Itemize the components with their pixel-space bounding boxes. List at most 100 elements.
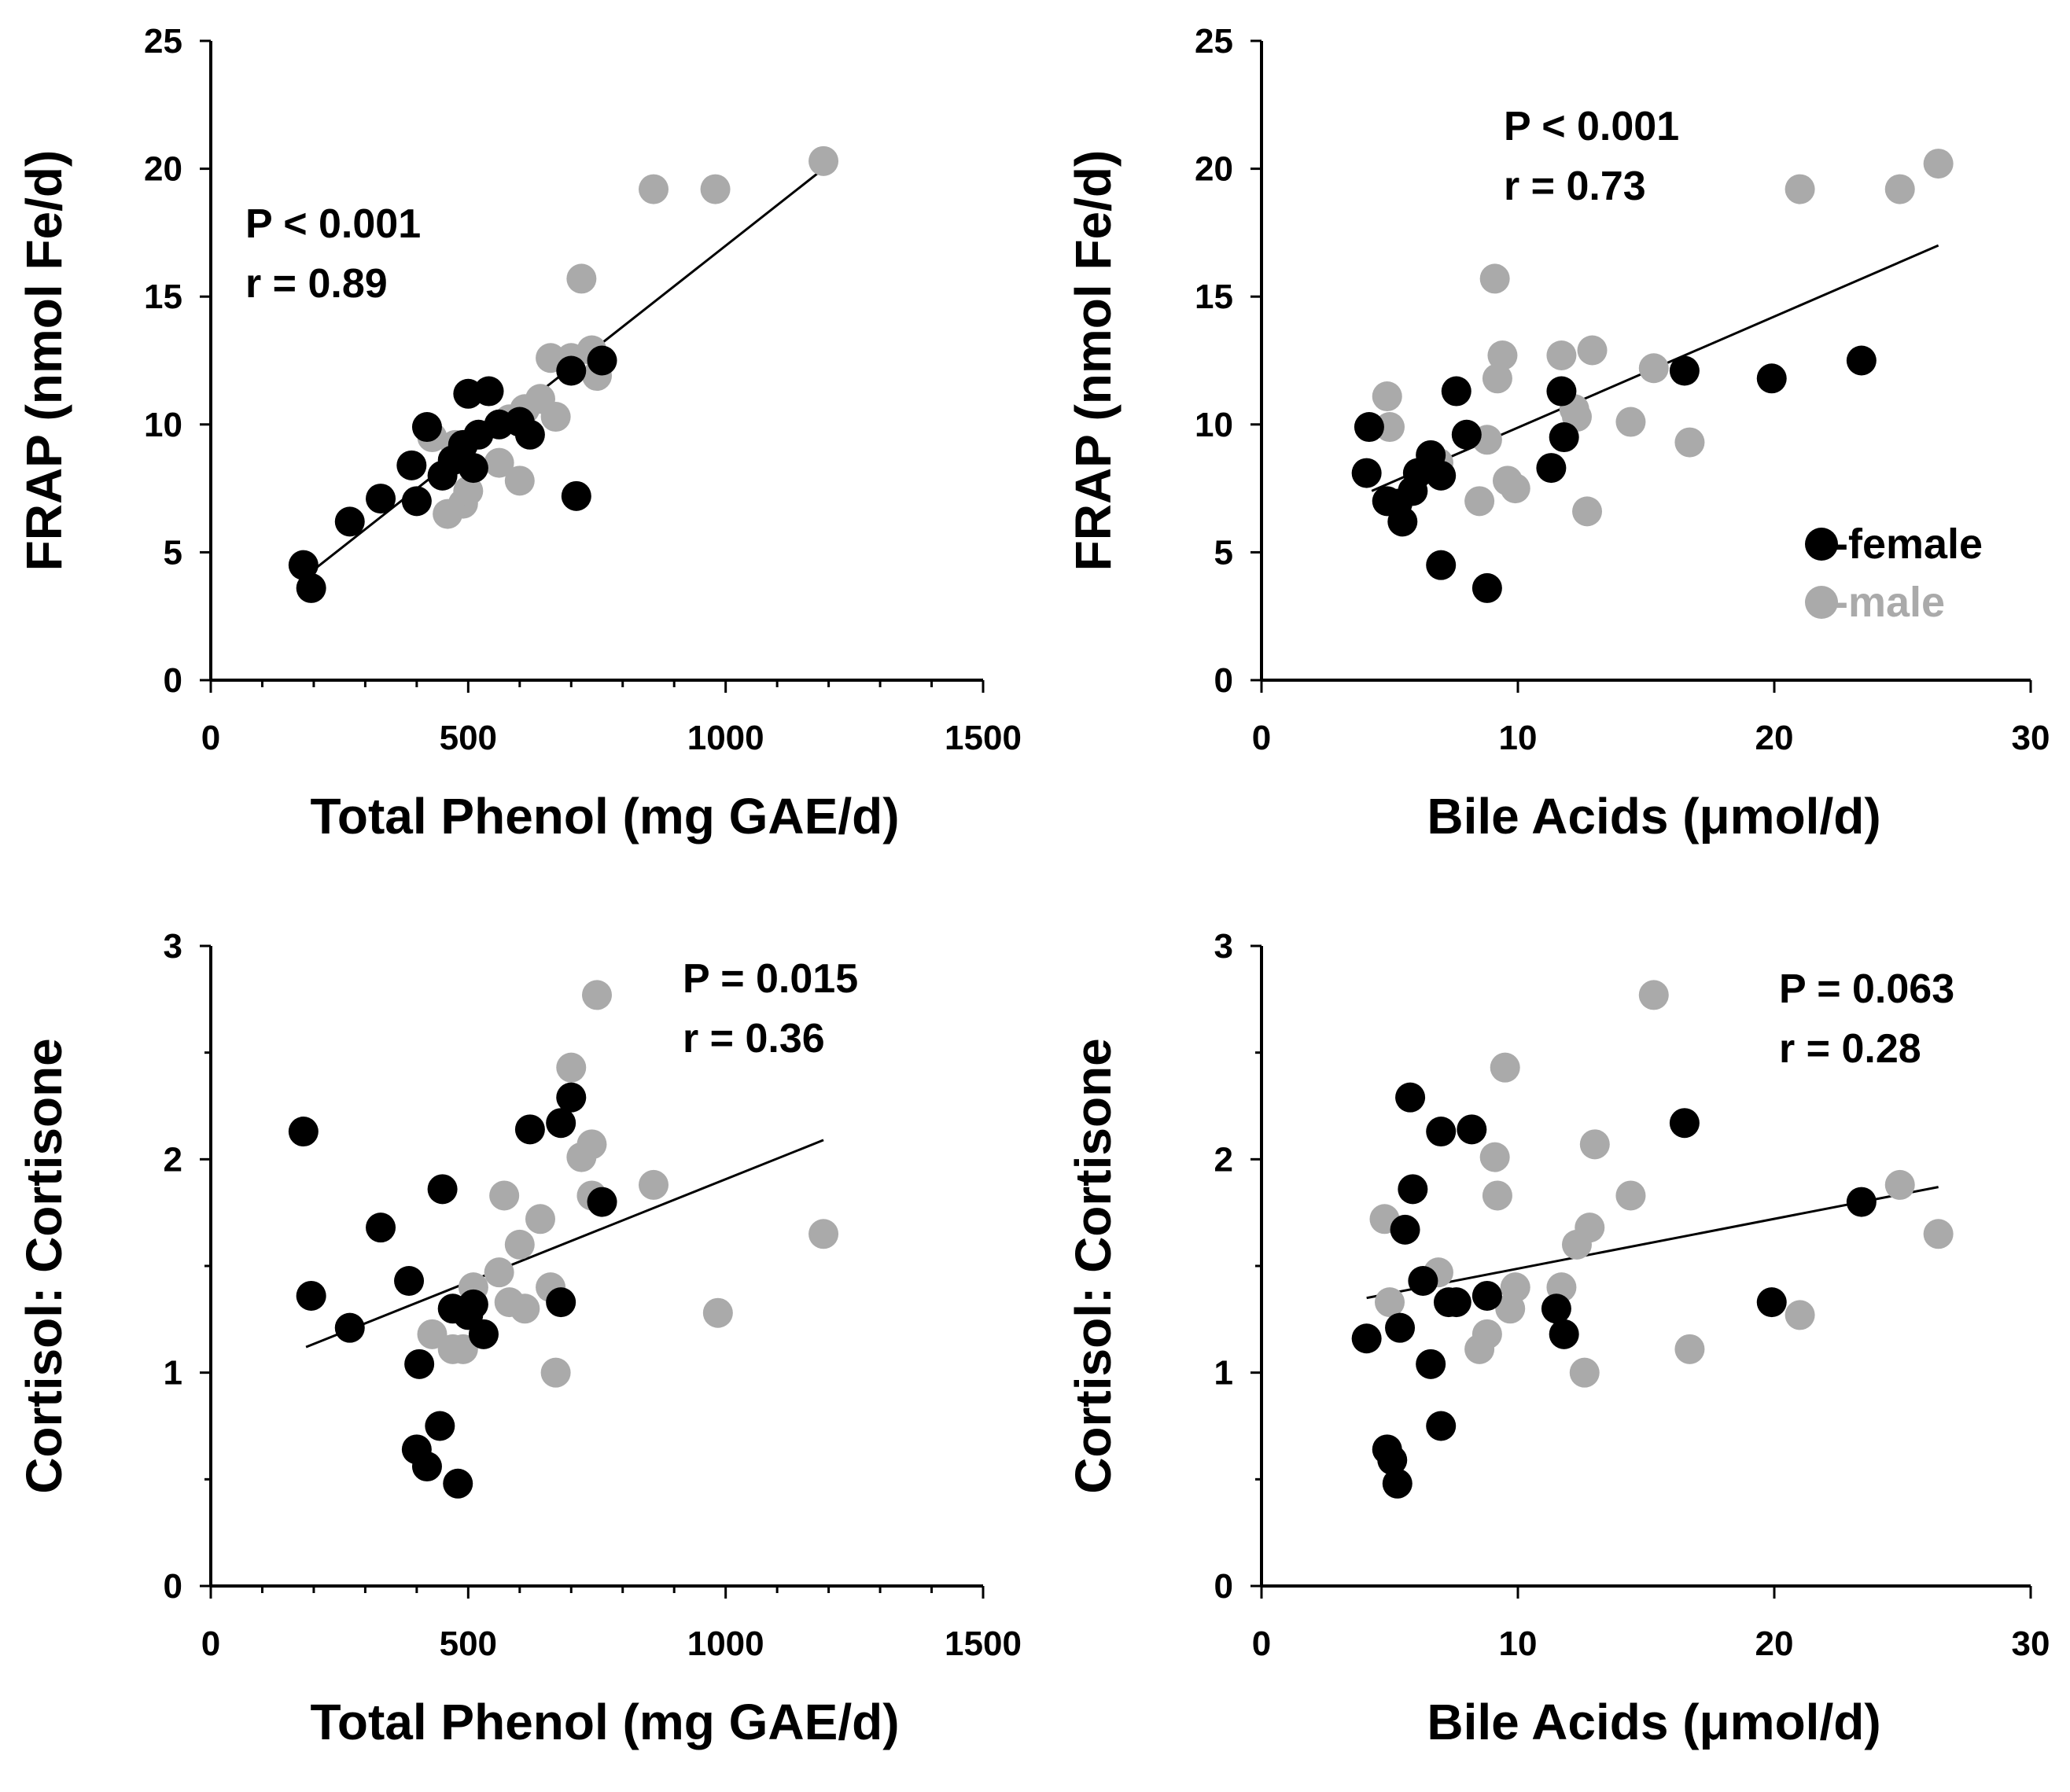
regression-line xyxy=(1366,1186,1939,1300)
x-axis-label: Total Phenol (mg GAE/d) xyxy=(311,1694,900,1750)
data-point-male xyxy=(1479,263,1510,294)
data-point-female xyxy=(1398,1174,1428,1205)
data-point-female xyxy=(1549,1319,1579,1349)
data-point-female xyxy=(561,480,591,511)
data-point-male xyxy=(1479,1142,1510,1172)
data-point-male xyxy=(639,174,669,204)
data-point-male xyxy=(484,1257,514,1288)
data-point-male xyxy=(1638,980,1669,1010)
data-point-female xyxy=(425,1411,455,1441)
data-point-male xyxy=(700,174,731,204)
data-point-female xyxy=(1546,376,1577,407)
data-point-male xyxy=(1785,174,1815,204)
data-point-female xyxy=(1395,1082,1426,1113)
y-tick-label: 0 xyxy=(164,1567,182,1606)
data-point-female xyxy=(411,1452,442,1482)
data-point-female xyxy=(556,1082,587,1113)
data-point-male xyxy=(489,1180,520,1211)
data-point-female xyxy=(1471,1280,1502,1311)
data-point-male xyxy=(525,1204,555,1235)
data-point-female xyxy=(1669,355,1700,386)
data-point-female xyxy=(396,450,427,480)
data-point-male xyxy=(1884,1169,1915,1200)
data-point-male xyxy=(1923,149,1954,179)
data-point-male xyxy=(582,980,612,1010)
data-point-female xyxy=(514,419,545,450)
x-tick-label: 20 xyxy=(1755,719,1794,757)
data-point-female xyxy=(427,1174,458,1205)
data-point-female xyxy=(366,1212,396,1243)
data-point-female xyxy=(468,1319,499,1349)
data-point-female xyxy=(1351,1323,1382,1354)
x-tick-label: 0 xyxy=(1252,1625,1271,1663)
data-point-male xyxy=(540,1357,571,1388)
y-tick-label: 2 xyxy=(1214,1140,1233,1179)
data-point-male xyxy=(1923,1219,1954,1249)
data-point-female xyxy=(1390,1214,1420,1245)
panel-p3: 0 1 2 3 0 500 1000 1500 Total Phenol (mg GAE/d) C… xyxy=(16,927,1022,1750)
data-point-female xyxy=(1385,1312,1416,1343)
data-point-male xyxy=(1615,407,1646,437)
data-point-male xyxy=(540,402,571,432)
legend-marker-female xyxy=(1805,528,1838,561)
data-point-female xyxy=(556,355,587,386)
data-point-female xyxy=(1471,572,1502,603)
y-tick-label: 5 xyxy=(164,533,182,572)
r-value-annotation: r = 0.89 xyxy=(245,261,388,307)
data-point-female xyxy=(1441,376,1471,407)
panel-p2: 0 5 10 15 20 25 0 10 20 30 Bile Acids (μmol/d) FRAP… xyxy=(1065,22,2050,844)
x-axis-label: Bile Acids (μmol/d) xyxy=(1427,1694,1880,1750)
data-point-female xyxy=(288,550,319,580)
data-point-female xyxy=(401,486,432,517)
data-point-female xyxy=(514,1114,545,1145)
y-tick-label: 10 xyxy=(144,406,182,444)
p-value-annotation: P < 0.001 xyxy=(1504,104,1679,149)
data-point-male xyxy=(417,1319,448,1349)
data-point-male xyxy=(639,1169,669,1200)
data-point-male xyxy=(1490,1052,1520,1083)
y-tick-label: 3 xyxy=(1214,927,1233,966)
data-point-male xyxy=(1785,1300,1815,1330)
data-point-male xyxy=(1471,1319,1502,1349)
x-tick-label: 30 xyxy=(2012,719,2050,757)
data-point-female xyxy=(1351,458,1382,488)
data-point-female xyxy=(587,1187,617,1217)
data-point-male xyxy=(1577,335,1608,366)
x-tick-label: 1000 xyxy=(687,719,764,757)
data-point-male xyxy=(1572,496,1603,527)
y-tick-label: 20 xyxy=(144,150,182,189)
data-point-male xyxy=(1375,412,1405,443)
data-point-female xyxy=(1382,1468,1413,1499)
data-point-female xyxy=(1426,1117,1457,1147)
data-point-male xyxy=(1500,1272,1530,1303)
data-point-male xyxy=(1500,473,1530,504)
data-point-male xyxy=(504,465,535,496)
x-tick-label: 1500 xyxy=(945,1625,1022,1663)
data-point-male xyxy=(1464,486,1495,517)
data-point-female xyxy=(1549,422,1579,453)
data-point-female xyxy=(366,484,396,514)
data-point-female xyxy=(546,1287,576,1318)
r-value-annotation: r = 0.73 xyxy=(1504,164,1646,209)
y-tick-label: 2 xyxy=(164,1140,182,1179)
data-point-female xyxy=(1541,1293,1571,1324)
y-axis-label: FRAP (nmol Fe/d) xyxy=(1065,150,1122,572)
x-tick-label: 500 xyxy=(440,1625,497,1663)
data-point-female xyxy=(587,345,617,376)
y-axis-label: Cortisol: Cortisone xyxy=(16,1038,72,1494)
data-point-male xyxy=(1674,427,1705,458)
data-point-female xyxy=(458,453,488,484)
data-point-male xyxy=(1615,1180,1646,1211)
data-point-female xyxy=(1756,1287,1787,1318)
data-point-male xyxy=(510,1293,540,1324)
data-point-male xyxy=(448,1334,478,1364)
data-point-female xyxy=(1536,453,1567,484)
x-tick-label: 20 xyxy=(1755,1625,1794,1663)
regression-line xyxy=(305,1139,824,1349)
data-point-male xyxy=(576,1129,607,1160)
data-point-female xyxy=(1377,1444,1408,1475)
p-value-annotation: P = 0.063 xyxy=(1779,966,1954,1012)
data-point-female xyxy=(404,1349,435,1379)
data-point-female xyxy=(1846,1187,1877,1217)
